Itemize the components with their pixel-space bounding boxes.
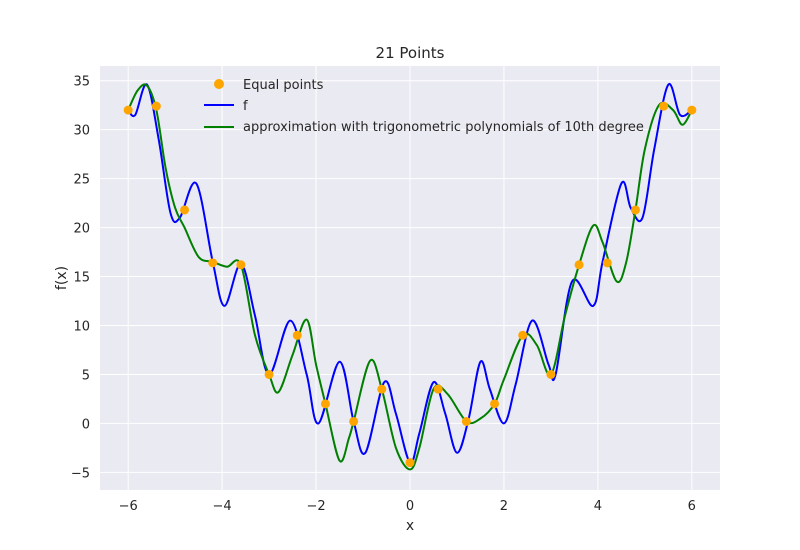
y-axis-label: f(x): [54, 266, 70, 290]
y-tick-label: 25: [73, 173, 90, 188]
x-tick-label: 0: [406, 499, 414, 514]
data-point-equal: [630, 205, 640, 215]
x-tick-label: −4: [213, 499, 232, 514]
data-point-equal: [123, 105, 133, 115]
data-point-equal: [518, 330, 528, 340]
data-point-equal: [151, 101, 161, 111]
y-tick-label: 0: [82, 417, 90, 432]
data-point-equal: [405, 458, 415, 468]
chart-title: 21 Points: [376, 44, 445, 62]
x-tick-label: −6: [119, 499, 138, 514]
x-tick-label: 2: [500, 499, 508, 514]
data-point-equal: [180, 205, 190, 215]
y-tick-label: 30: [73, 124, 90, 139]
data-point-equal: [687, 105, 697, 115]
data-point-equal: [461, 416, 471, 426]
legend-marker-equal-points: [214, 79, 224, 89]
y-tick-label: 5: [82, 368, 90, 383]
data-point-equal: [236, 260, 246, 270]
x-tick-label: 6: [688, 499, 696, 514]
legend: Equal points f approximation with trigon…: [204, 78, 644, 135]
data-point-equal: [659, 101, 669, 111]
legend-label-equal-points: Equal points: [243, 78, 324, 93]
data-point-equal: [208, 258, 218, 268]
data-point-equal: [433, 384, 443, 394]
data-point-equal: [546, 369, 556, 379]
series-layer: [123, 83, 697, 471]
y-tick-label: 10: [73, 319, 90, 334]
grid: [100, 66, 720, 490]
x-tick-label: 4: [594, 499, 602, 514]
x-axis-ticks: −6 −4 −2 0 2 4 6: [119, 499, 696, 514]
data-point-equal: [377, 384, 387, 394]
data-point-equal: [602, 258, 612, 268]
data-point-equal: [264, 369, 274, 379]
y-tick-label: 20: [73, 222, 90, 237]
legend-label-approximation: approximation with trigonometric polynom…: [243, 120, 644, 135]
data-point-equal: [292, 330, 302, 340]
data-point-equal: [349, 416, 359, 426]
x-axis-label: x: [406, 518, 414, 534]
data-point-equal: [490, 399, 500, 409]
legend-label-f: f: [243, 99, 248, 114]
data-point-equal: [320, 399, 330, 409]
y-axis-ticks: −5 0 5 10 15 20 25 30 35: [71, 75, 90, 482]
y-tick-label: −5: [71, 466, 90, 481]
y-tick-label: 15: [73, 271, 90, 286]
x-tick-label: −2: [306, 499, 325, 514]
y-tick-label: 35: [73, 75, 90, 90]
data-point-equal: [574, 260, 584, 270]
